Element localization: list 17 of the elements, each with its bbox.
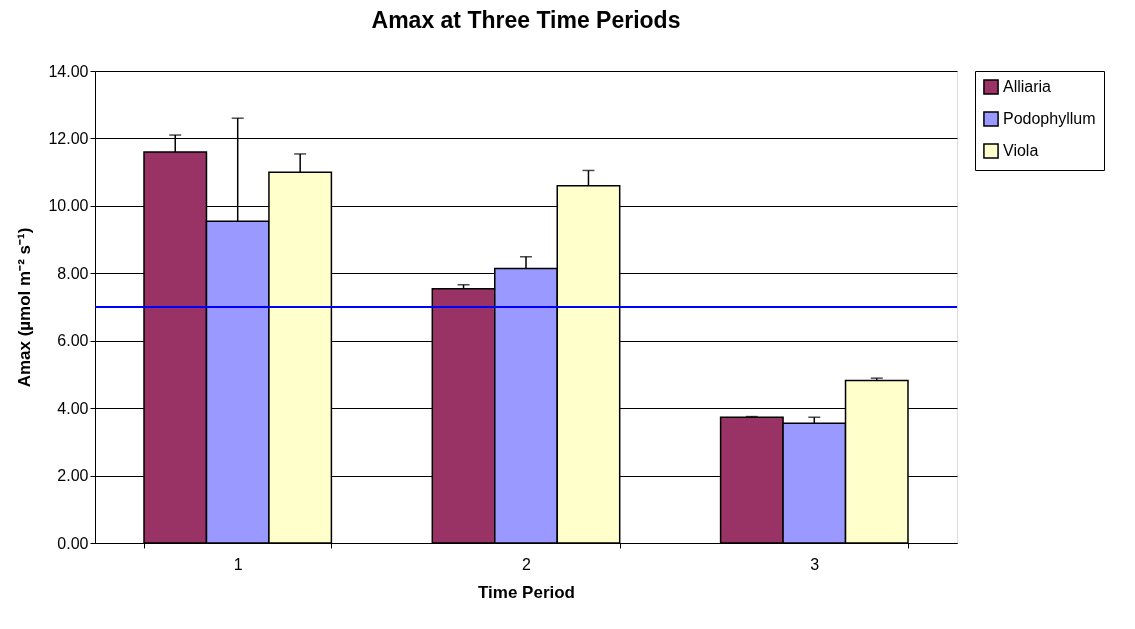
y-tick-label: 14.00: [48, 62, 89, 80]
y-axis-title: Amax (µmol m⁻² s⁻¹): [15, 227, 35, 388]
legend-label: Podophyllum: [1003, 110, 1096, 127]
y-tick-label: 0.00: [57, 534, 89, 552]
legend-label: Viola: [1003, 142, 1039, 159]
y-tick-label: 6.00: [57, 332, 89, 350]
y-tick-label: 10.00: [48, 197, 89, 215]
y-tick-label: 12.00: [48, 129, 89, 147]
y-tick-label: 8.00: [57, 264, 89, 282]
x-tick-label: 3: [810, 555, 820, 573]
x-axis-title: Time Period: [478, 582, 575, 602]
legend-label: Alliaria: [1003, 78, 1052, 95]
x-tick-label: 2: [522, 555, 532, 573]
y-tick-label: 2.00: [57, 467, 89, 485]
x-tick-label: 1: [233, 555, 243, 573]
y-tick-label: 4.00: [57, 399, 89, 417]
chart-title: Amax at Three Time Periods: [371, 7, 681, 33]
